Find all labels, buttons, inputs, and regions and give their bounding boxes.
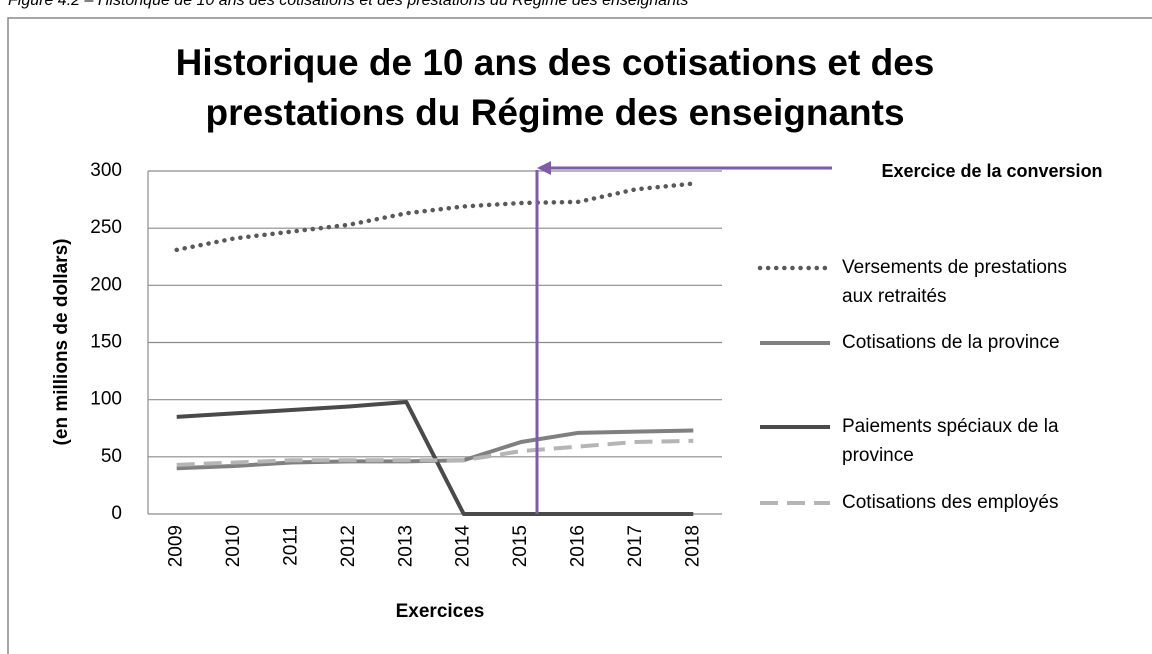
y-tick-label: 250 — [90, 217, 122, 238]
x-tick-label: 2014 — [453, 525, 474, 568]
x-tick-label: 2017 — [625, 525, 646, 567]
x-tick-label: 2013 — [395, 525, 416, 567]
chart-title: Historique de 10 ans des cotisations et … — [175, 42, 935, 133]
series-line — [176, 438, 694, 467]
y-axis-title: (en millions de dollars) — [51, 239, 72, 446]
x-tick-label: 2012 — [338, 525, 359, 567]
x-tick-label: 2018 — [682, 525, 703, 567]
series-line — [176, 399, 694, 516]
series-line — [176, 428, 694, 471]
x-tick-label: 2010 — [223, 525, 244, 567]
chart-frame — [7, 17, 1152, 654]
y-tick-label: 100 — [90, 389, 122, 410]
x-tick-label: 2016 — [568, 525, 589, 567]
legend-label: Paiements spéciaux de la province — [842, 416, 1059, 466]
annotation: Exercice de la conversion — [881, 161, 1102, 181]
x-axis-title: Exercices — [396, 601, 485, 622]
legend-label: Versements de prestations aux retraités — [842, 257, 1067, 307]
y-tick-label: 150 — [90, 332, 122, 353]
legend-label: Cotisations de la province — [842, 332, 1060, 353]
x-tick-label: 2011 — [281, 525, 302, 566]
caption: Figure 4.2 – Historique de 10 ans des co… — [8, 0, 689, 9]
legend-label: Cotisations des employés — [842, 492, 1059, 513]
y-tick-label: 50 — [101, 446, 122, 467]
arrow-head — [537, 161, 551, 175]
y-tick-label: 0 — [111, 503, 122, 524]
series-line — [174, 181, 696, 253]
y-tick-label: 300 — [90, 160, 122, 181]
x-tick-label: 2015 — [510, 525, 531, 567]
x-tick-label: 2009 — [166, 525, 187, 567]
y-tick-label: 200 — [90, 274, 122, 295]
